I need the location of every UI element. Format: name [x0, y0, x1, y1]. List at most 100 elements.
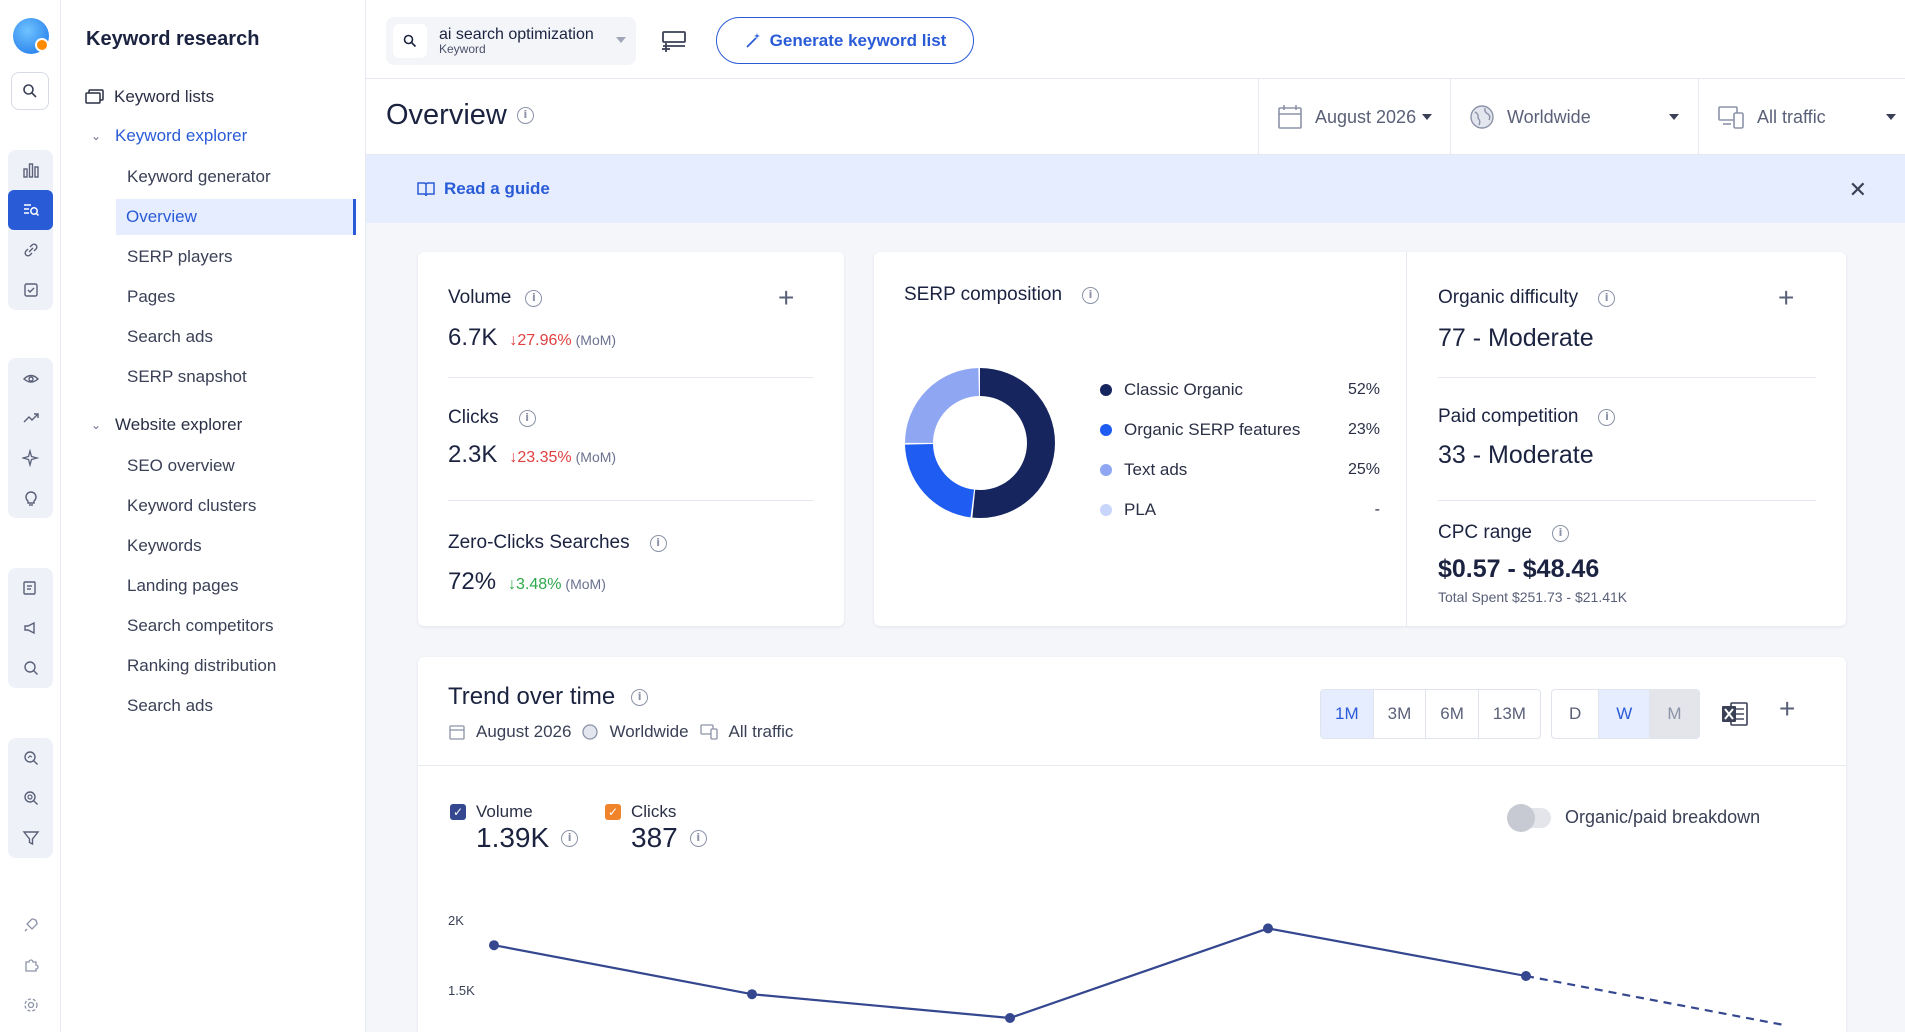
search-icon — [393, 24, 427, 58]
clicks-series-toggle[interactable]: ✓ Clicks — [605, 802, 676, 822]
magnify-chart-icon — [23, 751, 38, 765]
keyword-selector[interactable]: ai search optimization Keyword — [386, 17, 636, 65]
region-filter[interactable]: Worldwide — [1450, 79, 1698, 155]
range-6m-button[interactable]: 6M — [1426, 690, 1479, 738]
checklist-icon — [23, 283, 38, 297]
rail-analytics-button[interactable] — [8, 150, 53, 190]
rail-launch-button[interactable] — [8, 905, 53, 945]
sidebar-item-search-ads[interactable]: Search ads — [127, 327, 213, 346]
sidebar-item-pages[interactable]: Pages — [127, 287, 176, 306]
info-icon[interactable]: i — [1082, 286, 1100, 304]
lightbulb-icon — [24, 491, 37, 506]
info-icon[interactable]: i — [525, 289, 543, 307]
rail-integrations-button[interactable] — [8, 945, 53, 985]
eye-sparkle-icon — [22, 374, 39, 383]
rail-advertising-button[interactable] — [8, 608, 53, 648]
divider — [1438, 500, 1816, 501]
sidebar-item-ranking-distribution[interactable]: Ranking distribution — [127, 656, 277, 675]
paid-competition-label-text: Paid competition — [1438, 406, 1579, 427]
legend-label: Text ads — [1124, 460, 1188, 479]
add-trend-button[interactable]: + — [1779, 693, 1796, 724]
volume-series-toggle[interactable]: ✓ Volume — [450, 802, 533, 822]
generate-keyword-list-button[interactable]: Generate keyword list — [716, 17, 974, 64]
sidebar-item-landing-pages[interactable]: Landing pages — [127, 576, 239, 595]
sidebar-section-website-explorer[interactable]: ⌄ Website explorer — [61, 407, 242, 443]
rail-rank-tracker-button[interactable] — [8, 738, 53, 778]
rail-search-button[interactable] — [11, 72, 49, 110]
sidebar-section-keyword-explorer[interactable]: ⌄ Keyword explorer — [61, 118, 247, 154]
info-icon[interactable]: i — [561, 829, 579, 847]
target-search-icon — [23, 791, 38, 805]
rail-ppc-button[interactable] — [8, 568, 53, 608]
rail-ai-button[interactable] — [8, 438, 53, 478]
app-logo[interactable] — [13, 18, 49, 54]
volume-data-point[interactable] — [1263, 923, 1273, 934]
close-icon[interactable]: ✕ — [1848, 177, 1867, 202]
organic-paid-breakdown-toggle[interactable]: Organic/paid breakdown — [1507, 803, 1760, 832]
volume-data-point[interactable] — [1521, 971, 1531, 981]
granularity-month-button[interactable]: M — [1650, 690, 1699, 738]
rail-audit-button[interactable] — [8, 270, 53, 310]
range-1m-button[interactable]: 1M — [1321, 690, 1374, 738]
range-3m-button[interactable]: 3M — [1374, 690, 1427, 738]
sidebar-item-serp-players[interactable]: SERP players — [127, 247, 233, 266]
read-guide-link[interactable]: Read a guide — [416, 179, 550, 199]
granularity-day-button[interactable]: D — [1552, 690, 1600, 738]
volume-data-point[interactable] — [489, 940, 499, 951]
info-icon[interactable]: i — [518, 409, 536, 427]
rail-settings-button[interactable] — [8, 985, 53, 1025]
volume-data-point[interactable] — [1005, 1013, 1015, 1023]
excel-export-icon[interactable] — [1720, 699, 1750, 729]
sidebar-item-overview[interactable]: Overview — [116, 199, 356, 235]
rail-ai-visibility-button[interactable] — [8, 358, 53, 398]
sidebar-item-serp-snapshot[interactable]: SERP snapshot — [127, 367, 247, 386]
volume-series-value: 1.39K i — [476, 822, 579, 854]
sidebar-item-keyword-generator[interactable]: Keyword generator — [127, 167, 271, 186]
range-selector: 1M 3M 6M 13M — [1320, 689, 1541, 739]
calendar-icon — [449, 725, 465, 740]
divider — [448, 377, 814, 378]
volume-period: (MoM) — [575, 332, 617, 348]
toggle-switch[interactable] — [1507, 803, 1551, 832]
sidebar-item-keyword-lists[interactable]: Keyword lists — [61, 79, 214, 115]
legend-value: 25% — [1347, 461, 1380, 478]
info-icon[interactable]: i — [1552, 524, 1569, 542]
compare-icon[interactable] — [660, 28, 688, 54]
traffic-filter[interactable]: All traffic — [1698, 79, 1905, 155]
rail-keyword-research-button[interactable] — [8, 190, 53, 230]
rail-ad-research-button[interactable] — [8, 648, 53, 688]
trend-title-text: Trend over time — [448, 683, 616, 710]
add-difficulty-button[interactable]: + — [1778, 282, 1795, 313]
divider — [1438, 377, 1816, 378]
sidebar-item-website-search-ads[interactable]: Search ads — [127, 696, 213, 715]
sidebar-item-search-competitors[interactable]: Search competitors — [127, 616, 274, 635]
add-volume-button[interactable]: + — [778, 282, 795, 313]
sidebar-item-keyword-clusters[interactable]: Keyword clusters — [127, 496, 257, 515]
info-icon[interactable]: i — [1598, 408, 1616, 426]
info-icon[interactable]: i — [631, 688, 649, 706]
range-13m-button[interactable]: 13M — [1492, 704, 1526, 723]
legend-dot — [1100, 464, 1112, 476]
sidebar-title: Keyword research — [86, 28, 260, 50]
granularity-week-button[interactable]: W — [1599, 690, 1651, 738]
rail-group-ai — [8, 358, 53, 518]
info-icon[interactable]: i — [1598, 289, 1616, 307]
zero-clicks-value-text: 72% — [448, 568, 497, 595]
serp-legend-item: Classic Organic 52% — [1100, 380, 1380, 400]
rail-backlinks-button[interactable] — [8, 230, 53, 270]
sidebar-item-seo-overview[interactable]: SEO overview — [127, 456, 235, 475]
rail-trends-button[interactable] — [8, 398, 53, 438]
page-title-text: Overview — [386, 99, 507, 131]
info-icon[interactable]: i — [649, 534, 667, 552]
rail-ideas-button[interactable] — [8, 478, 53, 518]
info-icon[interactable]: i — [689, 829, 707, 847]
y-tick-label: 1.5K — [448, 983, 475, 998]
guide-banner: Read a guide ✕ — [366, 155, 1905, 223]
sidebar-item-keywords[interactable]: Keywords — [127, 536, 202, 555]
info-icon[interactable]: i — [516, 107, 534, 124]
rail-filter-button[interactable] — [8, 818, 53, 858]
volume-data-point[interactable] — [747, 989, 757, 1000]
date-filter[interactable]: August 2026 — [1258, 79, 1450, 155]
rail-monitor-button[interactable] — [8, 778, 53, 818]
donut-slice-0[interactable] — [905, 368, 1055, 518]
